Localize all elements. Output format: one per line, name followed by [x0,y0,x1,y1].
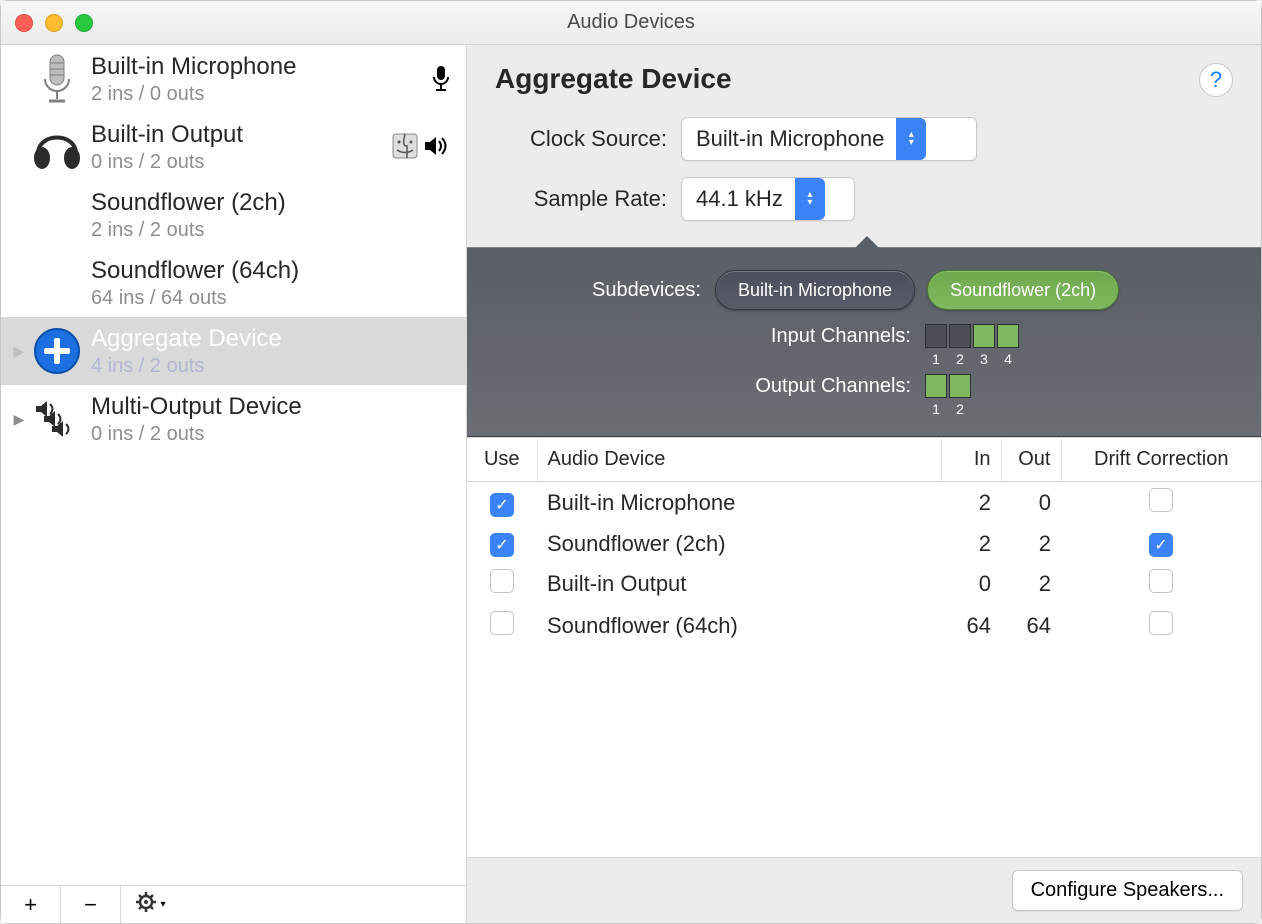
device-multi-output[interactable]: ▶ Multi-Output Device 0 ins / 2 outs [1,385,466,453]
remove-device-button[interactable]: − [61,886,121,923]
main-panel: Aggregate Device ? Clock Source: Built-i… [467,45,1261,923]
device-name: Soundflower (64ch) [91,257,456,285]
clock-source-value: Built-in Microphone [696,126,884,152]
configure-speakers-button[interactable]: Configure Speakers... [1012,870,1243,911]
device-name: Multi-Output Device [91,393,456,421]
headphones-icon [29,119,85,175]
sample-rate-select[interactable]: 44.1 kHz [681,177,855,221]
help-button[interactable]: ? [1199,63,1233,97]
titlebar: Audio Devices [1,1,1261,45]
gear-icon [136,892,156,917]
cell-in: 2 [941,524,1001,563]
finder-icon [392,133,418,162]
input-channels-label: Input Channels: [495,325,925,348]
channel-box: 1 [925,324,947,348]
cell-device: Soundflower (64ch) [537,605,941,647]
channel-box: 3 [973,324,995,348]
cell-in: 2 [941,482,1001,525]
device-soundflower-2ch[interactable]: Soundflower (2ch) 2 ins / 2 outs [1,181,466,249]
input-device-icon [432,65,450,94]
sidebar-footer: + − ▾ [1,885,466,923]
table-row[interactable]: Built-in Output 0 2 [467,563,1261,605]
select-arrows-icon [896,118,926,160]
add-device-button[interactable]: + [1,886,61,923]
blank-icon [29,187,85,243]
device-list: Built-in Microphone 2 ins / 0 outs [1,45,466,885]
clock-source-select[interactable]: Built-in Microphone [681,117,977,161]
channel-box: 1 [925,374,947,398]
select-arrows-icon [795,178,825,220]
device-channels: 4 ins / 2 outs [91,355,456,378]
cell-out: 2 [1001,563,1061,605]
device-name: Aggregate Device [91,325,456,353]
drift-checkbox[interactable]: ✓ [1149,533,1173,557]
subdevices-panel: Subdevices: Built-in Microphone Soundflo… [467,247,1261,437]
device-builtin-microphone[interactable]: Built-in Microphone 2 ins / 0 outs [1,45,466,113]
col-in[interactable]: In [941,438,1001,482]
drift-checkbox[interactable] [1149,611,1173,635]
subdevices-label: Subdevices: [495,279,715,302]
window-title: Audio Devices [1,11,1261,34]
col-use[interactable]: Use [467,438,537,482]
speaker-icon [424,135,450,160]
sample-rate-value: 44.1 kHz [696,186,783,212]
main-footer: Configure Speakers... [467,857,1261,923]
cell-device: Soundflower (2ch) [537,524,941,563]
cell-device: Built-in Output [537,563,941,605]
cell-in: 64 [941,605,1001,647]
disclosure-triangle[interactable]: ▶ [9,411,29,428]
sidebar: Built-in Microphone 2 ins / 0 outs [1,45,467,923]
microphone-icon [29,51,85,107]
device-name: Built-in Microphone [91,53,432,81]
use-checkbox[interactable]: ✓ [490,493,514,517]
subdevices-table: Use Audio Device In Out Drift Correction… [467,437,1261,857]
device-channels: 0 ins / 2 outs [91,151,392,174]
device-soundflower-64ch[interactable]: Soundflower (64ch) 64 ins / 64 outs [1,249,466,317]
device-aggregate[interactable]: ▶ Aggregate Device 4 ins / 2 outs [1,317,466,385]
multi-output-icon [29,391,85,447]
sample-rate-label: Sample Rate: [495,186,681,212]
cell-out: 64 [1001,605,1061,647]
channel-box: 2 [949,324,971,348]
col-device[interactable]: Audio Device [537,438,941,482]
use-checkbox[interactable] [490,569,514,593]
content: Built-in Microphone 2 ins / 0 outs [1,45,1261,923]
channel-box: 2 [949,374,971,398]
table-row[interactable]: Soundflower (64ch) 64 64 [467,605,1261,647]
input-channels: 1 2 3 4 [925,324,1019,348]
device-name: Soundflower (2ch) [91,189,456,217]
actions-menu-button[interactable]: ▾ [121,886,181,923]
output-channels-label: Output Channels: [495,375,925,398]
cell-out: 2 [1001,524,1061,563]
chevron-down-icon: ▾ [160,899,165,910]
device-channels: 2 ins / 0 outs [91,83,432,106]
cell-out: 0 [1001,482,1061,525]
use-checkbox[interactable]: ✓ [490,533,514,557]
panel-pointer [853,236,881,250]
cell-in: 0 [941,563,1001,605]
clock-source-label: Clock Source: [495,126,681,152]
device-name: Built-in Output [91,121,392,149]
use-checkbox[interactable] [490,611,514,635]
device-channels: 2 ins / 2 outs [91,219,456,242]
main-top: Aggregate Device ? Clock Source: Built-i… [467,45,1261,237]
blank-icon [29,255,85,311]
table-row[interactable]: ✓ Soundflower (2ch) 2 2 ✓ [467,524,1261,563]
device-builtin-output[interactable]: Built-in Output 0 ins / 2 outs [1,113,466,181]
output-channels: 1 2 [925,374,971,398]
table-row[interactable]: ✓ Built-in Microphone 2 0 [467,482,1261,525]
subdevice-pill-soundflower[interactable]: Soundflower (2ch) [927,270,1119,310]
drift-checkbox[interactable] [1149,488,1173,512]
device-channels: 64 ins / 64 outs [91,287,456,310]
device-channels: 0 ins / 2 outs [91,423,456,446]
col-out[interactable]: Out [1001,438,1061,482]
channel-box: 4 [997,324,1019,348]
subdevice-pill-mic[interactable]: Built-in Microphone [715,270,915,310]
disclosure-triangle[interactable]: ▶ [9,343,29,360]
drift-checkbox[interactable] [1149,569,1173,593]
col-drift[interactable]: Drift Correction [1061,438,1261,482]
aggregate-device-icon [29,323,85,379]
cell-device: Built-in Microphone [537,482,941,525]
main-title: Aggregate Device [495,63,732,95]
